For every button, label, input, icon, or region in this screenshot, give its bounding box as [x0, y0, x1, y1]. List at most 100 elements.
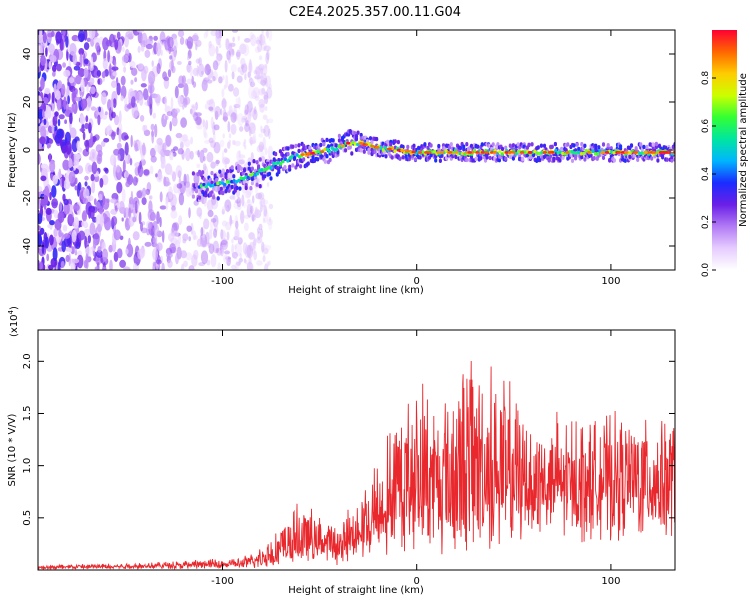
noise-speckle [122, 159, 126, 173]
noise-speckle [244, 144, 247, 150]
noise-speckle [179, 36, 185, 45]
noise-speckle [149, 103, 153, 116]
noise-speckle [159, 191, 163, 203]
noise-speckle [207, 242, 211, 249]
noise-speckle [116, 82, 121, 96]
noise-speckle [136, 190, 143, 199]
noise-speckle [248, 107, 251, 113]
noise-speckle [51, 185, 57, 198]
noise-speckle [153, 224, 160, 237]
ridge-core [232, 179, 236, 183]
noise-speckle [51, 123, 55, 135]
noise-speckle [203, 218, 210, 230]
noise-speckle [231, 238, 234, 244]
noise-speckle [97, 114, 101, 126]
ridge-core [316, 149, 320, 154]
noise-speckle [268, 155, 271, 161]
ridge-band [601, 142, 606, 147]
noise-speckle [255, 206, 258, 212]
ridge-band [204, 190, 208, 195]
noise-speckle [264, 147, 268, 155]
noise-speckle [154, 144, 161, 152]
noise-speckle [90, 106, 97, 111]
ridge-core [199, 184, 204, 188]
noise-speckle [61, 232, 64, 241]
ridge-band [337, 138, 341, 143]
ridge-band [612, 158, 617, 163]
ridge-band [636, 157, 640, 162]
ridge-core [356, 142, 360, 147]
ridge-band [367, 150, 371, 155]
noise-speckle [256, 36, 259, 42]
noise-speckle [138, 94, 144, 106]
ridge-band [479, 156, 483, 161]
ridge-band [583, 143, 587, 148]
ridge-core [381, 148, 385, 152]
ridge-core [262, 168, 266, 172]
noise-speckle [262, 156, 266, 162]
noise-speckle [180, 117, 188, 128]
noise-speckle [237, 35, 240, 41]
noise-speckle [133, 207, 136, 217]
noise-speckle [156, 172, 163, 183]
noise-speckle [226, 231, 230, 241]
noise-speckle [233, 201, 238, 210]
noise-speckle [239, 253, 242, 259]
ridge-band [212, 195, 216, 200]
ridge-band [286, 146, 290, 151]
noise-speckle [84, 181, 88, 187]
noise-speckle [155, 173, 158, 178]
noise-speckle [259, 199, 262, 205]
ridge-band [465, 157, 469, 163]
noise-speckle [176, 183, 183, 189]
ridge-band [319, 142, 323, 148]
noise-speckle [237, 196, 240, 202]
ridge-band [250, 166, 254, 171]
noise-speckle [71, 90, 77, 104]
noise-speckle [76, 254, 84, 269]
noise-speckle [254, 46, 261, 53]
noise-speckle [109, 63, 112, 77]
ridge-core [293, 156, 297, 160]
noise-speckle [249, 31, 254, 40]
ridge-core [500, 152, 504, 156]
noise-speckle [225, 221, 232, 231]
noise-speckle [261, 30, 264, 35]
ridge-band [511, 156, 515, 161]
noise-speckle [211, 197, 219, 210]
noise-speckle [95, 42, 100, 51]
noise-speckle [47, 224, 53, 229]
ridge-band [558, 158, 562, 163]
noise-speckle [221, 100, 228, 108]
noise-speckle [205, 30, 209, 37]
noise-speckle [252, 109, 258, 121]
noise-speckle [38, 95, 43, 108]
noise-speckle [260, 228, 263, 238]
noise-speckle [261, 243, 268, 256]
noise-speckle [208, 229, 213, 240]
ridge-band [594, 143, 598, 148]
ridge-core [384, 146, 388, 150]
ridge-peak [651, 151, 657, 154]
noise-speckle [256, 236, 263, 244]
ridge-band [396, 139, 400, 145]
ridge-band [654, 144, 659, 150]
noise-speckle [246, 203, 253, 218]
noise-speckle [236, 49, 241, 60]
ridge-band [386, 139, 390, 145]
ridge-core [575, 151, 579, 155]
noise-speckle [151, 212, 156, 221]
noise-speckle [228, 105, 233, 117]
noise-speckle [256, 75, 263, 84]
ridge-core [584, 148, 588, 153]
y-tick-label: 1.5 [22, 406, 33, 422]
noise-speckle [220, 239, 228, 246]
noise-speckle [40, 76, 45, 90]
ridge-band [480, 142, 484, 147]
noise-speckle [263, 204, 266, 210]
noise-speckle [167, 259, 173, 268]
ridge-peak [508, 151, 513, 154]
noise-speckle [190, 222, 194, 235]
ridge-band [423, 142, 427, 147]
noise-speckle [169, 169, 174, 176]
